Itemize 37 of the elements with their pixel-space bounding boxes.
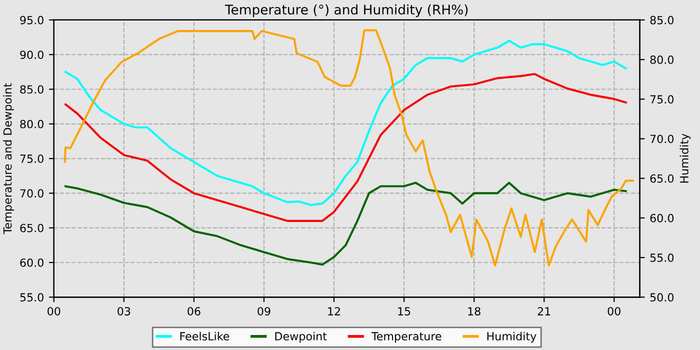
line-series (64, 72, 627, 222)
x-tick-label: 12 (328, 307, 340, 316)
x-tick-label: 00 (608, 307, 620, 316)
y-tick-label: 65.0 (20, 224, 44, 232)
line-series (64, 40, 627, 206)
x-tick-label: 18 (468, 307, 480, 316)
y2-tick-label: 70.0 (650, 134, 674, 144)
y2-tick-label: 80.0 (650, 56, 674, 64)
y-axis-title: Temperature and Dewpoint (3, 83, 14, 234)
x-tick-label: 03 (118, 307, 130, 316)
y-tick-label: 95.0 (20, 16, 44, 24)
y-tick-label: 75.0 (20, 154, 44, 163)
line-series (64, 182, 627, 266)
y-tick-label: 90.0 (20, 50, 44, 59)
x-tick-label: 15 (398, 307, 410, 316)
y-tick-label: 80.0 (20, 120, 44, 128)
y2-tick-label: 50.0 (650, 293, 674, 302)
legend-label: Humidity (487, 332, 536, 343)
y2-tick-label: 60.0 (650, 214, 674, 222)
y-tick-label: 55.0 (20, 293, 44, 302)
y2-tick-label: 65.0 (650, 174, 674, 183)
legend-label: FeelsLike (180, 332, 230, 340)
chart-title: Temperature (°) and Humidity (RH%) (224, 4, 468, 18)
legend-label: Temperature (371, 332, 442, 343)
y-tick-label: 60.0 (20, 258, 44, 267)
y2-tick-label: 75.0 (650, 95, 674, 104)
y-tick-label: 70.0 (20, 189, 44, 198)
y2-tick-label: 85.0 (650, 16, 674, 24)
y2-tick-label: 55.0 (650, 254, 674, 262)
line-series (64, 29, 634, 267)
legend-label: Dewpoint (275, 332, 327, 343)
x-tick-label: 06 (188, 307, 200, 316)
x-tick-label: 09 (258, 307, 270, 316)
y2-axis-title: Humidity (680, 134, 691, 183)
y-tick-label: 85.0 (20, 85, 44, 94)
x-tick-label: 21 (538, 307, 550, 316)
x-tick-label: 00 (48, 307, 60, 316)
